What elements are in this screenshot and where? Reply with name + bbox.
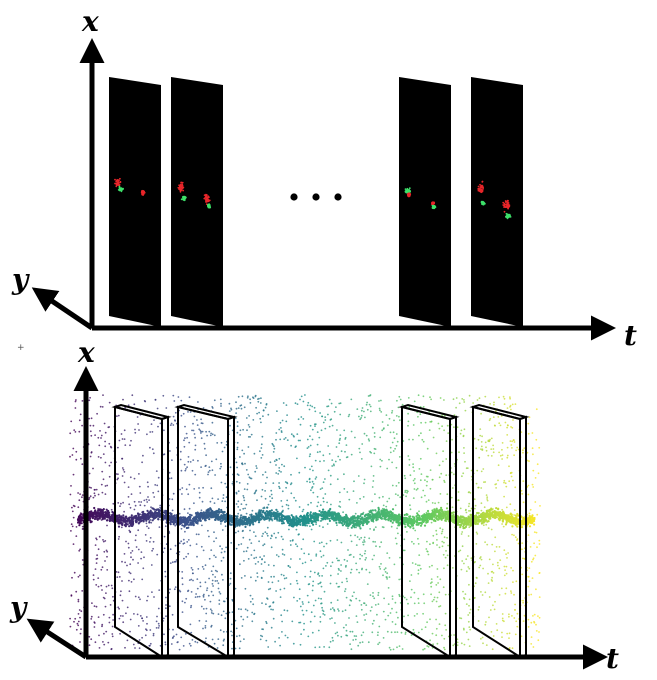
bottom-x-axis-label: x	[77, 336, 95, 369]
event-point-cloud	[69, 394, 541, 651]
time-slice-2	[174, 403, 238, 659]
bottom-y-axis-label: y	[9, 591, 28, 624]
time-slice-3	[398, 403, 460, 659]
crosshair-mark: +	[17, 343, 25, 353]
bottom-t-axis-label: t	[606, 642, 619, 675]
time-slice-4	[469, 403, 530, 659]
bottom-panel: x y t	[9, 336, 619, 675]
event-frame-2	[171, 77, 223, 327]
bottom-y-axis	[26, 618, 88, 660]
ellipsis-dot-3	[334, 193, 342, 201]
event-frame-3	[399, 77, 451, 327]
event-frame-1	[109, 77, 161, 327]
frame-event-blobs	[114, 177, 512, 220]
top-t-axis-label: t	[624, 319, 637, 352]
top-y-axis-label: y	[11, 263, 30, 296]
ellipsis-dot-1	[290, 193, 298, 201]
top-x-axis-label: x	[81, 5, 99, 38]
top-y-axis	[31, 287, 94, 331]
ellipsis-dot-2	[312, 193, 320, 201]
time-slice-1	[111, 403, 172, 659]
top-panel: x y t • • •	[11, 5, 637, 352]
event-frame-4	[471, 77, 523, 327]
